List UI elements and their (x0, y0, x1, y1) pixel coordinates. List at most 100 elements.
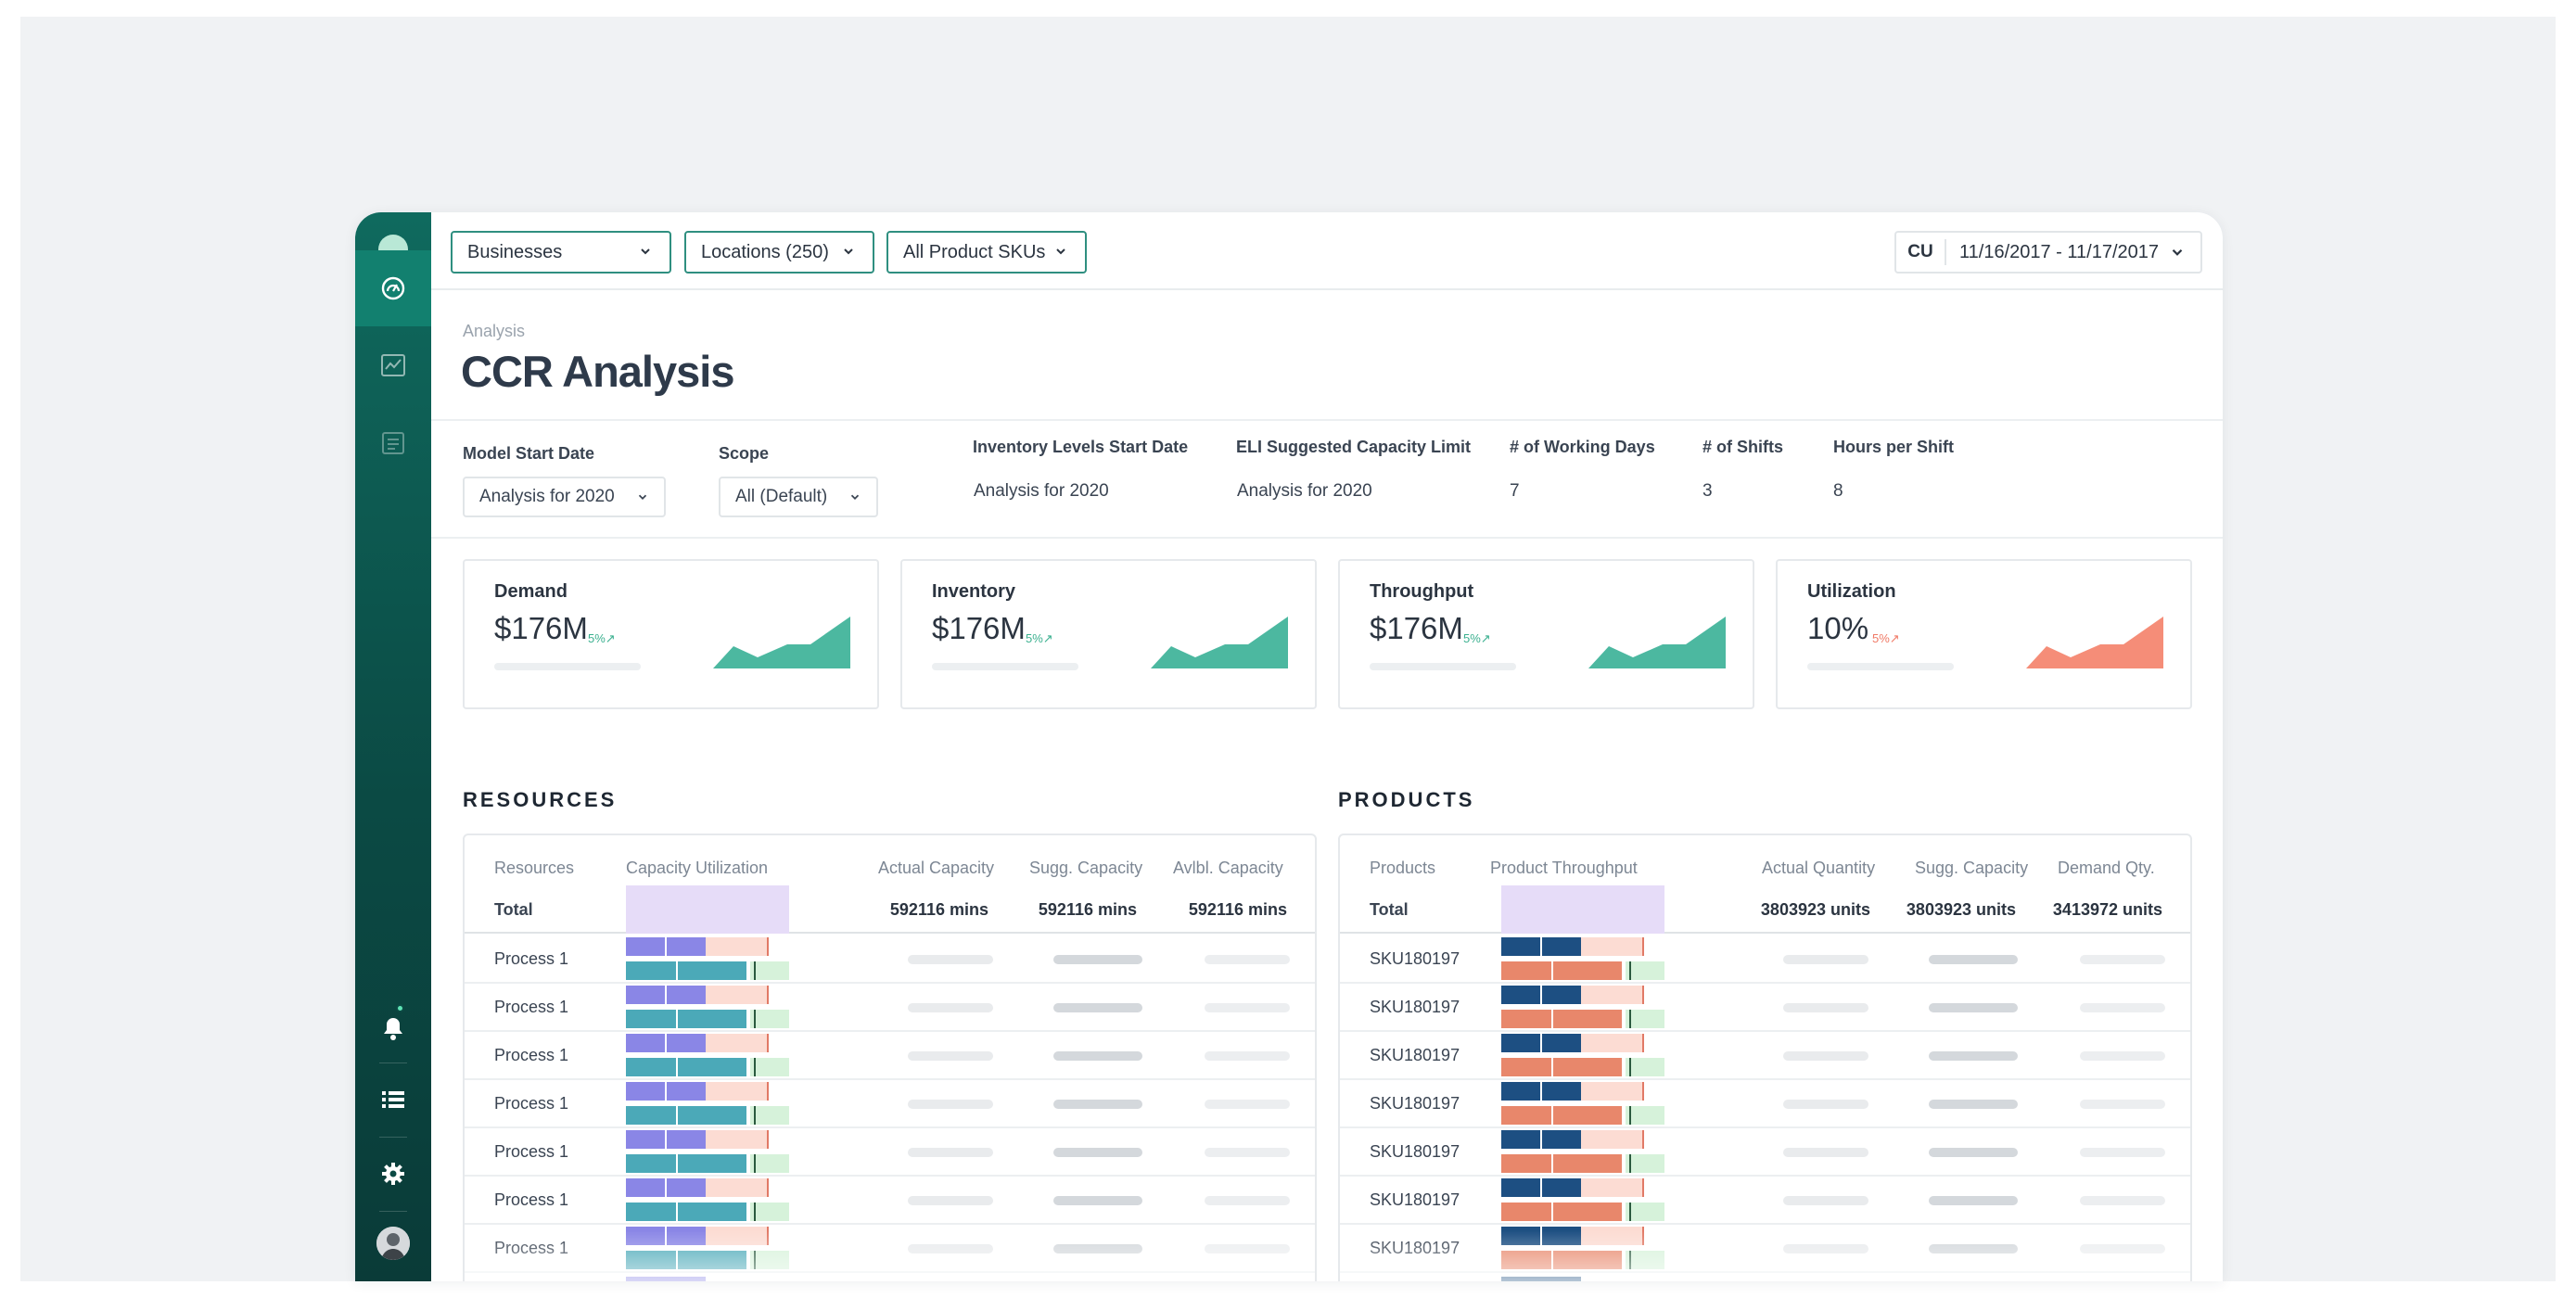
loading-placeholder (1783, 1003, 1868, 1012)
sidebar-item-notifications[interactable] (355, 990, 431, 1066)
total-utilization-highlight (626, 885, 789, 934)
utilization-bar[interactable] (1501, 937, 1664, 980)
resource-name: Process 1 (494, 949, 569, 968)
utilization-bar[interactable] (626, 1034, 789, 1076)
product-sku: SKU180197 (1370, 1094, 1460, 1113)
utilization-bar[interactable] (626, 1082, 789, 1125)
avatar[interactable] (376, 1227, 410, 1260)
scope-select[interactable]: All (Default) (719, 477, 878, 517)
sidebar-item-settings[interactable] (355, 1136, 431, 1212)
bar-segment-divider (665, 1082, 667, 1101)
bar-limit-marker (754, 1154, 756, 1173)
table-row[interactable]: SKU180197 (1340, 1177, 2190, 1225)
sidebar-item-reports[interactable] (355, 405, 431, 481)
column-header[interactable]: Actual Quantity (1762, 859, 1876, 877)
column-header[interactable]: Actual Capacity (878, 859, 995, 877)
column-header[interactable]: Sugg. Capacity (1915, 859, 2029, 877)
bar-bottom-track (750, 1058, 789, 1076)
column-header[interactable]: Demand Qty. (2058, 859, 2155, 877)
bar-bottom-track (1626, 1058, 1664, 1076)
kpi-sparkline (1151, 617, 1288, 668)
bar-segment-divider (676, 1203, 678, 1221)
utilization-bar[interactable] (1501, 1082, 1664, 1125)
loading-placeholder (1053, 1100, 1142, 1109)
utilization-bar[interactable] (626, 1178, 789, 1221)
kpi-sparkline (713, 617, 850, 668)
kpi-label: Throughput (1370, 581, 1474, 602)
bar-segment-divider (676, 961, 678, 980)
product-sku: SKU180197 (1370, 1046, 1460, 1064)
chevron-down-icon (2172, 248, 2183, 256)
table-row[interactable]: Process 1 (465, 1032, 1315, 1080)
total-sugg-capacity: 3803923 units (1906, 900, 2016, 919)
table-row[interactable]: Process 1 (465, 984, 1315, 1032)
loading-placeholder (1783, 1051, 1868, 1061)
kpi-card-inventory[interactable]: Inventory $176M 5%↗ (900, 559, 1317, 709)
bar-limit-marker (1642, 986, 1644, 1004)
loading-placeholder (1205, 1196, 1290, 1205)
bar-bottom-fill (1501, 1106, 1622, 1125)
kpi-card-throughput[interactable]: Throughput $176M 5%↗ (1338, 559, 1754, 709)
user-avatar-icon (376, 1227, 410, 1260)
utilization-bar[interactable] (626, 1130, 789, 1173)
product-skus-dropdown[interactable]: All Product SKUs (886, 231, 1087, 274)
bar-limit-marker (767, 1082, 769, 1101)
loading-placeholder (908, 1051, 993, 1061)
breadcrumb[interactable]: Analysis (463, 322, 526, 340)
loading-placeholder (908, 955, 993, 964)
resource-name: Process 1 (494, 998, 569, 1016)
kpi-placeholder-bar (1807, 663, 1954, 670)
bar-bottom-fill (1501, 1010, 1622, 1028)
sidebar-item-analysis[interactable] (355, 250, 431, 326)
utilization-bar[interactable] (626, 986, 789, 1028)
bar-segment-divider (1551, 1154, 1553, 1173)
chevron-down-icon (850, 494, 860, 500)
bar-limit-marker (1629, 1106, 1631, 1125)
loading-placeholder (1929, 1003, 2018, 1012)
loading-placeholder (2080, 1100, 2165, 1109)
bar-segment-divider (676, 1058, 678, 1076)
locations-dropdown[interactable]: Locations (250) (684, 231, 874, 274)
column-header[interactable]: Products (1370, 859, 1436, 877)
table-row[interactable]: Process 1 (465, 1177, 1315, 1225)
utilization-bar[interactable] (1501, 986, 1664, 1028)
bar-limit-marker (754, 961, 756, 980)
products-table: Products Product Throughput Actual Quant… (1338, 834, 2192, 1281)
sidebar-item-list[interactable] (355, 1062, 431, 1138)
model-start-date-select[interactable]: Analysis for 2020 (463, 477, 666, 517)
table-row[interactable]: Process 1 (465, 935, 1315, 984)
products-section-title: PRODUCTS (1338, 788, 1475, 811)
utilization-bar[interactable] (1501, 1130, 1664, 1173)
column-header[interactable]: Sugg. Capacity (1029, 859, 1143, 877)
column-header[interactable]: Product Throughput (1490, 859, 1638, 877)
date-range-picker[interactable]: CU 11/16/2017 - 11/17/2017 (1894, 231, 2202, 274)
utilization-bar[interactable] (1501, 1034, 1664, 1076)
bar-bottom-track (750, 1154, 789, 1173)
sidebar-item-charts[interactable] (355, 327, 431, 403)
table-row[interactable]: SKU180197 (1340, 1080, 2190, 1128)
kpi-value: $176M (494, 611, 588, 645)
kpi-card-demand[interactable]: Demand $176M 5%↗ (463, 559, 879, 709)
table-row[interactable]: Process 1 (465, 1080, 1315, 1128)
table-row[interactable]: SKU180197 (1340, 1032, 2190, 1080)
table-row[interactable]: Process 1 (465, 1128, 1315, 1177)
loading-placeholder (1929, 955, 2018, 964)
resource-name: Process 1 (494, 1094, 569, 1113)
bar-segment-divider (1540, 1082, 1542, 1101)
utilization-bar[interactable] (1501, 1178, 1664, 1221)
table-total-row[interactable]: Total 3803923 units 3803923 units 341397… (1340, 885, 2190, 934)
table-row[interactable]: SKU180197 (1340, 1128, 2190, 1177)
column-header[interactable]: Resources (494, 859, 575, 877)
table-total-row[interactable]: Total 592116 mins 592116 mins 592116 min… (465, 885, 1315, 934)
total-demand-qty: 3413972 units (2052, 900, 2162, 919)
loading-placeholder (1053, 1196, 1142, 1205)
kpi-card-utilization[interactable]: Utilization 10% 5%↗ (1776, 559, 2192, 709)
bar-limit-marker (754, 1058, 756, 1076)
table-row[interactable]: SKU180197 (1340, 984, 2190, 1032)
bar-bottom-fill (1501, 1203, 1622, 1221)
table-row[interactable]: SKU180197 (1340, 935, 2190, 984)
utilization-bar[interactable] (626, 937, 789, 980)
column-header[interactable]: Avlbl. Capacity (1173, 859, 1283, 877)
businesses-dropdown[interactable]: Businesses (451, 231, 671, 274)
column-header[interactable]: Capacity Utilization (626, 859, 769, 877)
